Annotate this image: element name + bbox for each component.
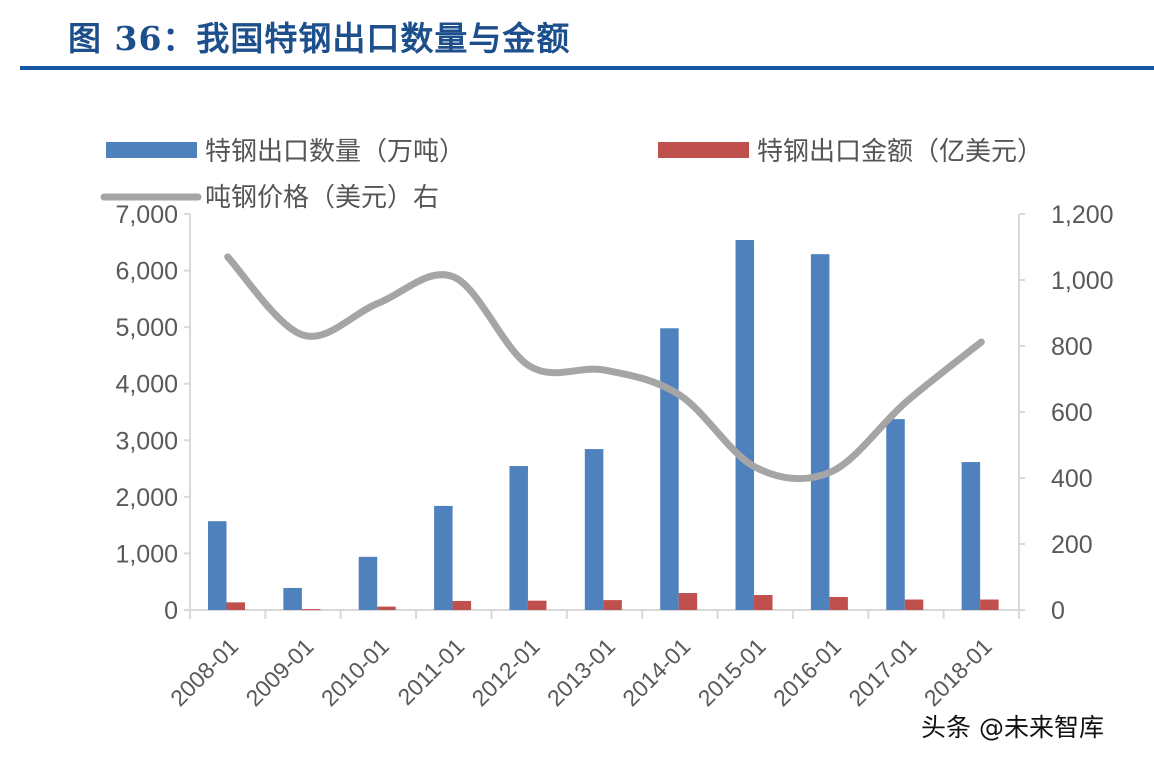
x-tick-label: 2015-01 xyxy=(693,633,771,711)
bar-quantity xyxy=(886,419,905,610)
bar-amount xyxy=(452,600,472,610)
line-price xyxy=(224,253,985,483)
title-divider xyxy=(20,66,1154,70)
right-y-tick-label: 800 xyxy=(1051,333,1093,361)
right-y-tick-label: 1,000 xyxy=(1051,267,1114,295)
bar-quantity xyxy=(208,521,227,610)
left-y-tick-label: 0 xyxy=(164,597,178,625)
x-tick-label: 2014-01 xyxy=(617,633,695,711)
left-y-tick-label: 1,000 xyxy=(115,540,178,568)
x-tick-label: 2011-01 xyxy=(392,633,469,710)
bar-amount xyxy=(603,600,622,610)
bar-quantity xyxy=(660,328,679,610)
right-y-tick-label: 0 xyxy=(1051,597,1065,625)
left-y-tick-label: 7,000 xyxy=(115,201,178,229)
bar-quantity xyxy=(358,556,378,610)
bar-amount xyxy=(980,599,999,610)
bar-quantity xyxy=(283,587,302,610)
bar-amount xyxy=(904,599,924,610)
right-y-tick-label: 1,200 xyxy=(1051,201,1114,229)
bar-amount xyxy=(754,595,773,610)
left-y-tick-label: 6,000 xyxy=(115,258,178,286)
watermark: 头条 @未来智库 xyxy=(921,713,1104,742)
bar-amount xyxy=(377,606,396,610)
bar-quantity xyxy=(735,240,755,610)
bar-quantity xyxy=(509,466,528,610)
right-y-tick-label: 600 xyxy=(1051,399,1093,427)
x-tick-label: 2017-01 xyxy=(843,633,921,711)
bar-amount xyxy=(829,596,848,610)
left-y-tick-label: 3,000 xyxy=(115,427,178,455)
bar-quantity xyxy=(434,505,453,610)
left-y-tick-label: 2,000 xyxy=(115,484,178,512)
right-y-tick-label: 200 xyxy=(1051,531,1093,559)
legend-swatch-amount xyxy=(658,142,749,158)
x-tick-label: 2016-01 xyxy=(768,633,846,711)
x-tick-label: 2012-01 xyxy=(467,633,545,711)
bar-amount xyxy=(226,602,245,610)
left-y-tick-label: 4,000 xyxy=(115,371,178,399)
x-tick-label: 2009-01 xyxy=(241,633,319,711)
bar-quantity xyxy=(961,462,981,610)
bar-quantity xyxy=(584,449,604,610)
left-y-tick-label: 5,000 xyxy=(115,314,178,342)
bar-amount xyxy=(527,600,547,610)
x-tick-label: 2008-01 xyxy=(165,633,243,711)
chart-title: 图 36：我国特钢出口数量与金额 xyxy=(68,19,571,58)
bar-quantity xyxy=(810,254,830,610)
legend-swatch-quantity xyxy=(106,142,197,158)
x-tick-label: 2010-01 xyxy=(316,633,394,711)
x-tick-label: 2018-01 xyxy=(919,633,997,711)
bar-amount xyxy=(678,593,698,610)
right-y-tick-label: 400 xyxy=(1051,465,1093,493)
bar-amount xyxy=(301,609,321,611)
legend-label-amount: 特钢出口金额（亿美元） xyxy=(757,137,1043,167)
x-tick-label: 2013-01 xyxy=(542,633,620,711)
legend-label-quantity: 特钢出口数量（万吨） xyxy=(205,137,465,167)
legend-label-price: 吨钢价格（美元）右 xyxy=(205,183,439,213)
